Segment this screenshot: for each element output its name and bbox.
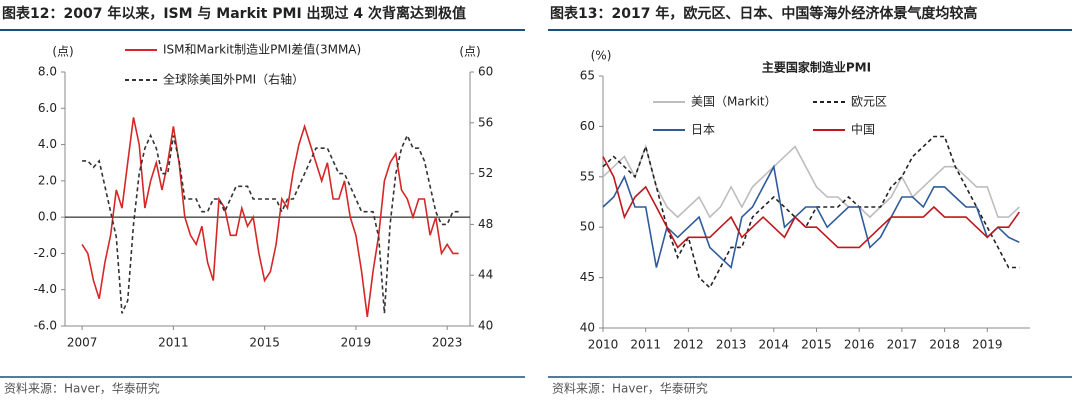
x-tick-label: 2011 <box>630 338 661 352</box>
y-tick-label: 50 <box>580 220 595 234</box>
y-tick-label: 65 <box>580 69 595 83</box>
x-tick-label: 2007 <box>67 336 98 350</box>
x-tick-label: 2015 <box>801 338 832 352</box>
y2-tick-label: 44 <box>478 268 493 282</box>
x-tick-label: 2019 <box>341 336 372 350</box>
y-tick-label: 8.0 <box>38 65 57 79</box>
y-tick-label: 2.0 <box>38 173 57 187</box>
series-line <box>81 117 459 317</box>
chart-subtitle: 主要国家制造业PMI <box>762 60 871 75</box>
series-line <box>602 143 1020 219</box>
source: 资料来源：Haver，华泰研究 <box>4 381 160 396</box>
source: 资料来源：Haver，华泰研究 <box>552 381 708 396</box>
x-tick-label: 2019 <box>972 338 1003 352</box>
x-tick-label: 2012 <box>673 338 704 352</box>
series-line <box>82 133 459 314</box>
x-tick-label: 2018 <box>929 338 960 352</box>
x-tick-label: 2013 <box>716 338 747 352</box>
y-tick-label: 45 <box>580 270 595 284</box>
legend-label: 日本 <box>691 123 715 137</box>
y-axis-label: (点) <box>52 45 73 59</box>
y-tick-label: 40 <box>580 321 595 335</box>
y-tick-label: 4.0 <box>38 137 57 151</box>
y-axis-label: (%) <box>591 49 612 63</box>
legend-label: 欧元区 <box>851 95 887 109</box>
legend-label: ISM和Markit制造业PMI差值(3MMA) <box>163 42 361 57</box>
y-tick-label: 0.0 <box>38 210 57 224</box>
y-tick-label: 60 <box>580 119 595 133</box>
legend-label: 美国（Markit） <box>691 95 777 109</box>
x-tick-label: 2016 <box>844 338 875 352</box>
series-line <box>602 164 1020 270</box>
y-tick-label: -2.0 <box>34 246 57 260</box>
x-tick-label: 2017 <box>887 338 918 352</box>
figure-title: 图表13：2017 年，欧元区、日本、中国等海外经济体景气度均较高 <box>550 5 977 22</box>
y2-tick-label: 48 <box>478 217 493 231</box>
y-tick-label: 55 <box>580 169 595 183</box>
legend-label: 全球除美国外PMI（右轴） <box>163 72 304 87</box>
y2-tick-label: 52 <box>478 166 493 180</box>
x-tick-label: 2010 <box>588 338 619 352</box>
y2-axis-label: (点) <box>459 45 480 59</box>
x-tick-label: 2023 <box>432 336 463 350</box>
series-line <box>602 135 1020 290</box>
y-tick-label: -6.0 <box>34 319 57 333</box>
y2-tick-label: 40 <box>478 319 493 333</box>
y-tick-label: -4.0 <box>34 282 57 296</box>
x-tick-label: 2014 <box>759 338 790 352</box>
x-tick-label: 2011 <box>158 336 189 350</box>
series-line <box>602 156 1020 249</box>
x-tick-label: 2015 <box>249 336 280 350</box>
legend-label: 中国 <box>851 122 875 137</box>
y2-tick-label: 56 <box>478 115 493 129</box>
figure-title: 图表12：2007 年以来，ISM 与 Markit PMI 出现过 4 次背离… <box>2 5 466 22</box>
y2-tick-label: 60 <box>478 65 493 79</box>
y-tick-label: 6.0 <box>38 101 57 115</box>
